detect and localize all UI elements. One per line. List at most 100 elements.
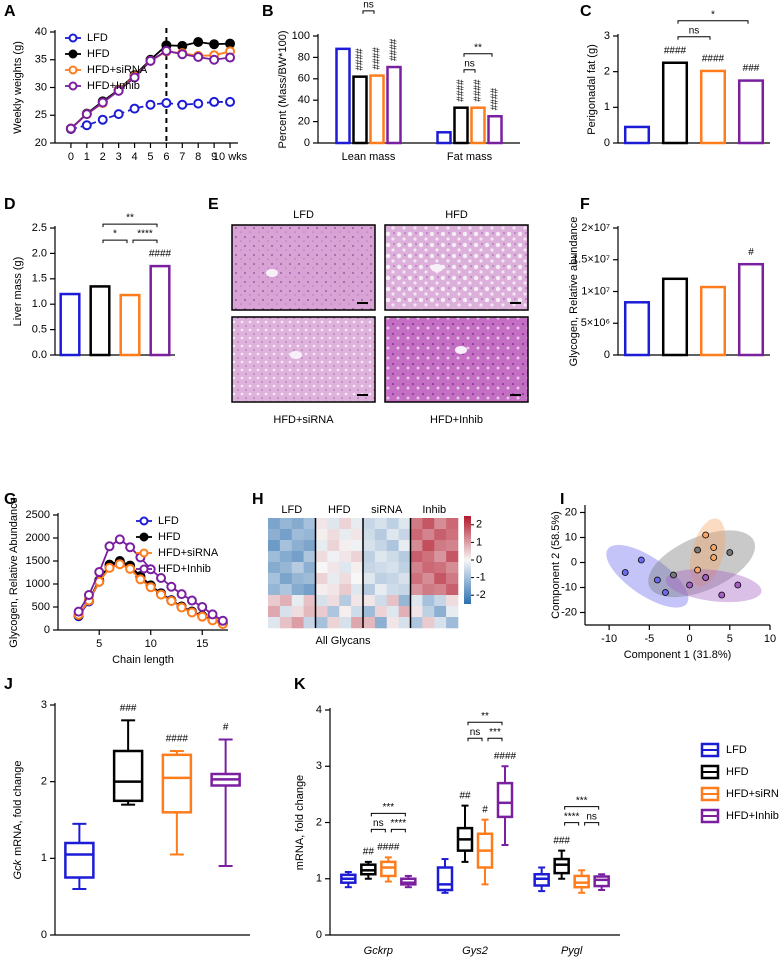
heatmap-cell — [315, 573, 328, 585]
heatmap-cell — [374, 562, 388, 574]
heatmap-cell — [279, 617, 293, 629]
significance-bracket — [564, 806, 600, 810]
data-point — [161, 98, 172, 109]
heatmap-cell — [398, 606, 411, 618]
y-tick-label: 1500 — [26, 555, 50, 567]
data-point — [225, 52, 236, 63]
histology-image — [231, 316, 376, 403]
legend-label: HFD — [158, 531, 181, 543]
heatmap-cell — [351, 606, 364, 618]
heatmap-cell — [363, 551, 376, 563]
y-tick-label: 0 — [316, 929, 322, 941]
data-point — [193, 36, 204, 47]
legend-marker — [68, 65, 78, 75]
heatmap-cell — [422, 595, 435, 607]
heatmap-cell — [446, 540, 459, 552]
x-tick-label: 3 — [116, 151, 122, 163]
y-tick-label: 80 — [298, 51, 310, 63]
heatmap-cell — [374, 540, 388, 552]
significance-bracket — [677, 20, 749, 24]
legend-label: LFD — [726, 744, 747, 756]
heatmap-cell — [374, 617, 388, 629]
column-group-label: LFD — [281, 504, 302, 516]
heatmap-cell — [446, 551, 459, 563]
heatmap-cell — [339, 606, 352, 618]
heatmap-cell — [363, 595, 376, 607]
y-tick-label: 20 — [35, 137, 47, 149]
data-point — [161, 45, 172, 56]
significance-bracket — [132, 239, 158, 244]
bar — [623, 125, 651, 145]
image-label: LFD — [293, 209, 314, 221]
y-tick-label: 0 — [604, 137, 610, 149]
heatmap-cell — [327, 540, 340, 552]
heatmap-cell — [386, 606, 399, 618]
heatmap-cell — [410, 617, 423, 629]
y-tick-label: 10 — [565, 531, 577, 543]
bar — [436, 131, 452, 145]
image-label: HFD — [445, 209, 468, 221]
y-axis-label: Glycogen, Relative abundance — [568, 217, 580, 367]
panel-label: C — [580, 3, 592, 20]
significance-bracket — [463, 53, 493, 57]
vessel — [290, 351, 302, 359]
data-point — [176, 589, 187, 600]
box — [593, 875, 610, 888]
heatmap-cell — [434, 617, 447, 629]
data-point — [653, 576, 661, 584]
significance-label: * — [711, 9, 715, 20]
heatmap-cell — [422, 551, 435, 563]
x-tick-label: Gckrp — [364, 945, 393, 957]
y-tick-label: -20 — [561, 606, 577, 618]
y-tick-label: 3 — [41, 699, 47, 711]
box — [436, 866, 454, 892]
heatmap-cell — [422, 584, 435, 596]
significance-label: ns — [373, 818, 384, 829]
panel-label: E — [208, 196, 219, 213]
heatmap-cell — [303, 518, 316, 530]
data-point — [81, 109, 92, 120]
data-point — [177, 49, 188, 60]
heatmap-cell — [315, 562, 328, 574]
heatmap-cell — [279, 573, 293, 585]
colorbar-tick-label: -1 — [476, 572, 486, 584]
data-point — [186, 607, 197, 618]
heatmap-cell — [386, 551, 399, 563]
heatmap-cell — [374, 595, 388, 607]
significance-label: #### — [149, 249, 172, 260]
x-tick-label: 9 — [211, 151, 217, 163]
heatmap-cell — [422, 562, 435, 574]
heatmap-cell — [291, 540, 304, 552]
heatmap-cell — [422, 606, 435, 618]
significance-label: #### — [473, 79, 484, 102]
x-tick-label: 1 — [84, 151, 90, 163]
significance-label: ### — [120, 703, 137, 714]
data-point — [104, 541, 115, 552]
y-tick-label: 1 — [604, 101, 610, 113]
heatmap-cell — [268, 518, 281, 530]
data-point — [129, 103, 140, 114]
y-tick-label: 2500 — [26, 509, 50, 521]
y-tick-label: 35 — [35, 54, 47, 66]
x-tick-label: 2 — [100, 151, 106, 163]
heatmap-cell — [303, 573, 316, 585]
data-point — [207, 609, 218, 620]
y-tick-label: 2000 — [26, 532, 50, 544]
heatmap-cell — [327, 606, 340, 618]
significance-bracket — [370, 828, 386, 833]
heatmap-cell — [268, 606, 281, 618]
panel-label: J — [4, 676, 13, 693]
heatmap-cell — [268, 562, 281, 574]
heatmap-cell — [363, 617, 376, 629]
data-point — [621, 569, 629, 576]
x-tick-label: 0 — [687, 633, 693, 645]
heatmap-cell — [434, 595, 447, 607]
y-tick-label: 30 — [35, 81, 47, 93]
heatmap-cell — [398, 540, 411, 552]
significance-label: ### — [553, 835, 570, 846]
box — [553, 857, 570, 875]
legend-label: HFD+siRNA — [87, 64, 148, 76]
bar — [699, 285, 727, 357]
data-point — [113, 109, 124, 120]
y-tick-label: 1×10⁷ — [581, 285, 610, 297]
